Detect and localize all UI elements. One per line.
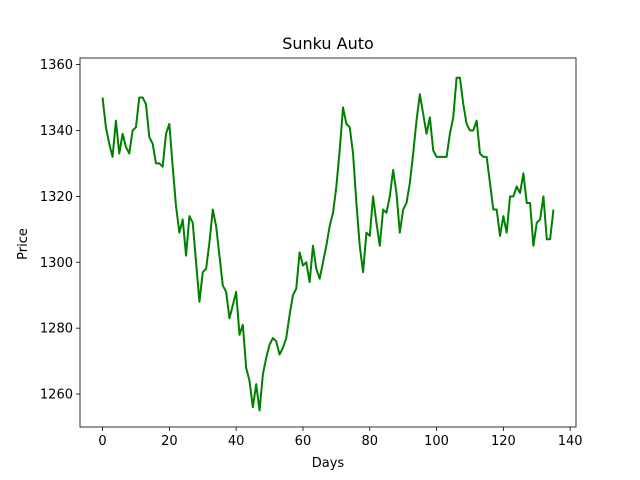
chart-title: Sunku Auto [282, 34, 374, 53]
plot-area [101, 76, 555, 412]
x-tick-label: 80 [361, 434, 378, 449]
y-tick-label: 1260 [40, 388, 73, 403]
x-tick-label: 60 [295, 434, 312, 449]
y-tick-label: 1360 [40, 58, 73, 73]
y-tick-label: 1300 [40, 256, 73, 271]
series-line-0 [101, 76, 555, 412]
x-tick-label: 100 [424, 434, 449, 449]
y-tick-label: 1340 [40, 124, 73, 139]
x-tick-label: 120 [491, 434, 516, 449]
x-axis-label: Days [312, 456, 345, 471]
x-tick-label: 20 [161, 434, 178, 449]
y-axis-label: Price [16, 228, 31, 260]
axes-frame [79, 57, 577, 428]
y-tick-label: 1280 [40, 322, 73, 337]
x-axis: 0 20 40 60 80 100 120 140 [98, 427, 583, 449]
y-tick-label: 1320 [40, 190, 73, 205]
y-axis: 1260 1280 1300 1320 1340 1360 [40, 58, 80, 403]
x-tick-label: 40 [228, 434, 245, 449]
x-tick-label: 140 [558, 434, 583, 449]
x-tick-label: 0 [98, 434, 106, 449]
